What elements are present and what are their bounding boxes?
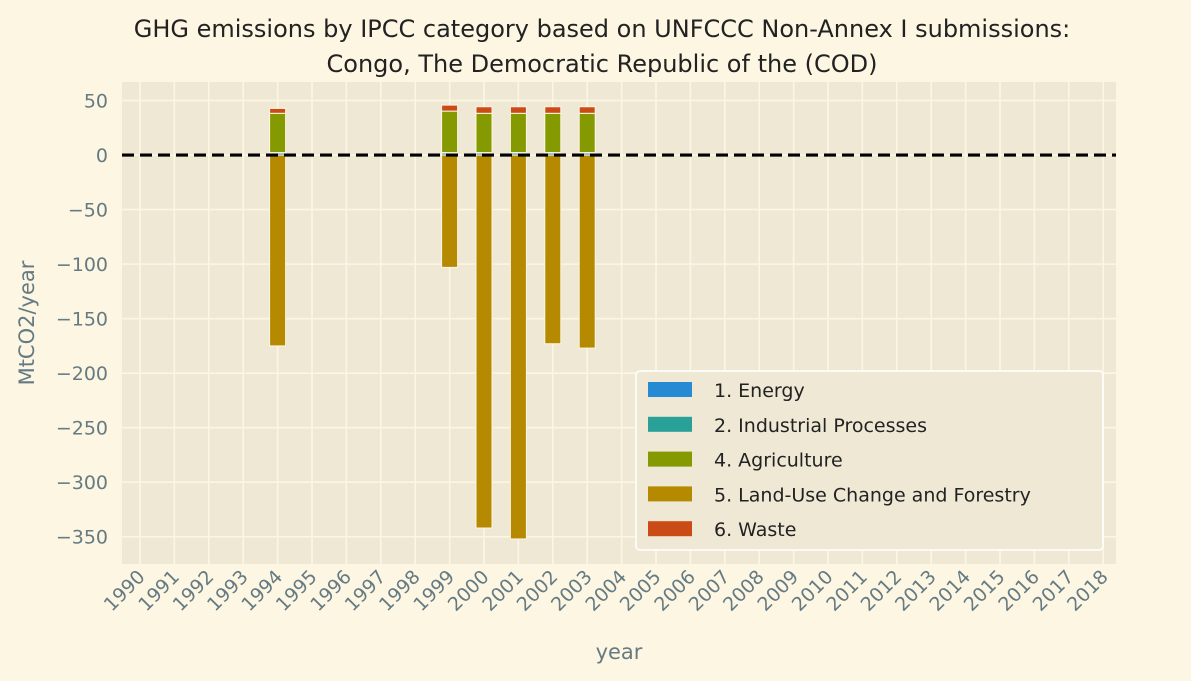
x-tick-label: 2018 xyxy=(1063,566,1113,616)
y-axis-label: MtCO2/year xyxy=(15,260,39,385)
y-tick-label: −250 xyxy=(56,418,108,440)
bar-segment xyxy=(578,106,596,114)
legend-box xyxy=(635,370,1104,551)
legend-label: 6. Waste xyxy=(714,519,796,541)
chart-title-line1: GHG emissions by IPCC category based on … xyxy=(134,15,1071,43)
bar-segment xyxy=(441,104,459,112)
y-tick-label: −100 xyxy=(56,254,108,276)
legend: 1. Energy 2. Industrial Processes 4. Agric… xyxy=(635,370,1104,551)
x-tick-labels: 1990199119921993199419951996199719981999… xyxy=(100,566,1113,616)
bar-segment xyxy=(578,112,596,154)
legend-label: 1. Energy xyxy=(714,380,805,402)
legend-swatch xyxy=(648,451,692,467)
legend-label: 4. Agriculture xyxy=(714,450,843,472)
bar-segment xyxy=(269,154,287,347)
bar-segment xyxy=(475,106,493,114)
bar-segment xyxy=(441,154,459,268)
bar-segment xyxy=(475,112,493,154)
bar-segment xyxy=(578,154,596,349)
bar-segment xyxy=(509,106,527,114)
y-tick-label: 50 xyxy=(84,91,108,113)
chart-title-line2: Congo, The Democratic Republic of the (C… xyxy=(327,50,878,78)
bar-segment xyxy=(269,112,287,154)
y-tick-label: −150 xyxy=(56,309,108,331)
bar-segment xyxy=(544,154,562,345)
y-tick-label: −350 xyxy=(56,527,108,549)
legend-label: 5. Land-Use Change and Forestry xyxy=(714,484,1031,506)
legend-swatch xyxy=(648,521,692,537)
bar-segment xyxy=(269,107,287,114)
legend-swatch xyxy=(648,382,692,397)
legend-label: 2. Industrial Processes xyxy=(714,415,927,437)
bar-segment xyxy=(544,112,562,154)
y-tick-label: −50 xyxy=(68,200,108,222)
legend-swatch xyxy=(648,486,692,502)
y-tick-labels: 50 0 −50 −100 −150 −200 −250 −300 −350 xyxy=(56,91,108,549)
bar-segment xyxy=(544,106,562,114)
bar-segment xyxy=(509,112,527,154)
y-tick-label: 0 xyxy=(96,145,108,167)
bar-segment xyxy=(441,110,459,154)
bar-segment xyxy=(509,154,527,540)
bar-segment xyxy=(475,154,493,529)
bars-group xyxy=(269,104,596,540)
y-tick-label: −300 xyxy=(56,472,108,494)
x-axis-label: year xyxy=(596,640,643,664)
y-tick-label: −200 xyxy=(56,363,108,385)
legend-swatch xyxy=(648,416,692,432)
